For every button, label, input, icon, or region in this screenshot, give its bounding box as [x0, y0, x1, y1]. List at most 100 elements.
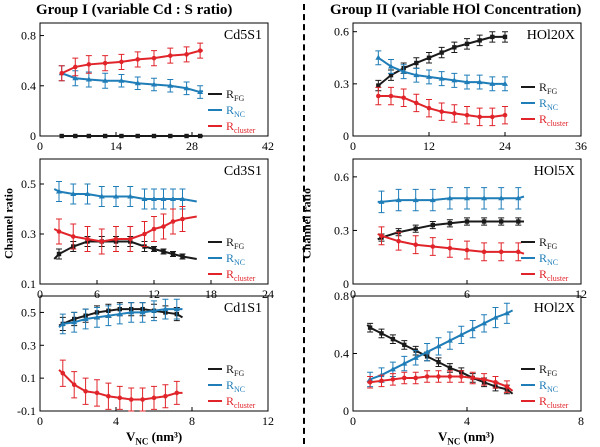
data-point	[119, 59, 124, 65]
panel-title: Cd3S1	[224, 164, 262, 179]
series-fg	[377, 217, 524, 242]
legend-label-main: R	[226, 103, 234, 117]
x-tick-label: 12	[262, 414, 274, 428]
data-point	[83, 388, 88, 394]
data-point	[59, 320, 66, 326]
data-point	[184, 52, 189, 57]
y-tick-label: 0.3	[334, 223, 349, 237]
legend-label-sub: NC	[234, 385, 245, 394]
data-point	[477, 114, 482, 120]
fit-line	[367, 375, 514, 392]
series-fg	[58, 302, 183, 331]
data-point	[435, 343, 442, 349]
data-point	[498, 195, 505, 201]
data-point	[516, 219, 521, 224]
data-point	[56, 229, 62, 234]
data-point	[102, 77, 109, 83]
data-point	[439, 109, 444, 114]
data-point	[151, 395, 157, 401]
legend-label-main: R	[539, 96, 547, 110]
data-point	[490, 114, 495, 120]
fit-line	[61, 49, 203, 75]
legend-label-main: R	[226, 267, 234, 281]
legend-label-sub: FG	[547, 242, 557, 251]
data-point	[413, 72, 420, 78]
data-point	[379, 331, 384, 336]
data-point	[481, 249, 487, 255]
fit-line	[61, 72, 204, 94]
series-cluster	[53, 206, 197, 255]
legend-label-main: R	[226, 394, 234, 408]
legend-label-sub: FG	[234, 242, 244, 251]
x-tick-label: 8	[189, 414, 195, 428]
legend-label-nc: RNC	[539, 378, 558, 394]
data-point	[160, 196, 167, 201]
y-tick-label: 0.3	[21, 338, 36, 352]
data-point	[140, 397, 145, 402]
data-point	[378, 198, 385, 204]
data-point	[128, 397, 134, 402]
data-point	[162, 306, 169, 312]
x-tick-label: 0	[350, 139, 356, 153]
data-point	[447, 365, 453, 371]
data-point	[60, 370, 66, 376]
legend-label-nc: RNC	[539, 251, 558, 267]
legend-label-sub: FG	[547, 369, 557, 378]
y-tick-label: 0	[343, 129, 349, 143]
data-point	[447, 221, 453, 226]
x-tick-label: 14	[110, 139, 122, 153]
legend-label-main: R	[539, 394, 547, 408]
data-point	[438, 75, 445, 81]
data-point	[481, 219, 487, 224]
data-point	[493, 379, 498, 385]
data-point	[56, 188, 62, 194]
data-point	[492, 314, 499, 320]
data-point	[446, 195, 453, 201]
y-tick-label: -0.1	[17, 404, 36, 418]
x-tick-label: 0	[350, 287, 356, 301]
y-tick-label: 0.5	[21, 177, 36, 191]
data-point	[376, 83, 381, 88]
data-point	[452, 45, 457, 50]
data-point	[134, 80, 141, 86]
legend-label-nc: RNC	[226, 378, 245, 394]
series-fg	[375, 31, 508, 92]
data-point	[413, 242, 419, 248]
x-tick-label: 18	[205, 287, 217, 301]
series-cluster	[367, 370, 514, 393]
data-point	[502, 80, 508, 86]
data-point	[85, 76, 92, 82]
data-point	[412, 354, 419, 360]
data-point	[151, 246, 157, 252]
data-point	[59, 70, 65, 76]
x-tick-label: 12	[148, 287, 160, 301]
data-point	[70, 191, 77, 196]
data-point	[98, 193, 105, 199]
data-point	[451, 77, 458, 83]
x-tick-label: 42	[262, 139, 274, 153]
data-point	[464, 247, 470, 253]
data-point	[470, 375, 476, 381]
legend-label-sub: cluster	[234, 274, 256, 283]
legend-label-cluster: Rcluster	[539, 267, 569, 283]
data-point	[170, 219, 176, 224]
data-point	[173, 306, 180, 312]
data-point	[170, 196, 176, 201]
series-nc	[366, 302, 514, 388]
data-point	[413, 375, 419, 381]
data-point	[429, 197, 436, 203]
y-tick-label: 0.4	[334, 347, 349, 361]
data-point	[390, 336, 396, 342]
y-tick-label: 0.5	[21, 305, 36, 319]
x-tick-label: 24	[499, 139, 511, 153]
panel-title: Cd1S1	[224, 301, 262, 316]
fit-line	[377, 56, 506, 86]
data-point	[400, 68, 407, 74]
data-point	[439, 50, 444, 55]
